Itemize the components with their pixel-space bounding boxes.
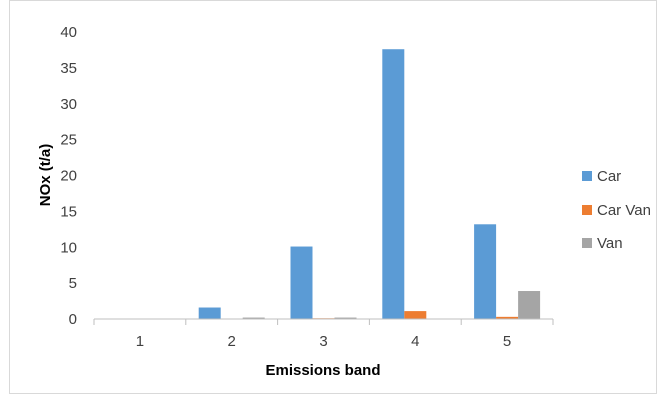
legend-label: Car Van (597, 202, 651, 219)
x-tick-label: 5 (503, 333, 511, 350)
legend-swatch (582, 238, 592, 248)
bar-car-van (404, 311, 427, 319)
y-tick-label: 10 (60, 239, 77, 256)
bar-van (334, 317, 357, 319)
x-tick-label: 3 (319, 333, 327, 350)
legend-swatch (582, 171, 592, 181)
y-tick-label: 35 (60, 60, 77, 77)
y-tick-label: 15 (60, 203, 77, 220)
chart-frame (9, 0, 657, 394)
legend-swatch (582, 205, 592, 215)
bar-car (290, 246, 313, 319)
bar-car-van (496, 316, 519, 319)
x-tick-label: 4 (411, 333, 419, 350)
y-tick-label: 40 (60, 24, 77, 41)
bar-van (242, 317, 265, 319)
y-tick-label: 25 (60, 132, 77, 149)
bar-car (474, 224, 497, 319)
x-axis-title: Emissions band (265, 362, 380, 379)
bar-van (518, 291, 541, 319)
x-tick-label: 2 (228, 333, 236, 350)
y-tick-label: 30 (60, 96, 77, 113)
x-tick-label: 1 (136, 333, 144, 350)
bar-car (198, 307, 221, 319)
bar-car (382, 49, 405, 319)
legend-label: Van (597, 235, 623, 252)
y-tick-label: 5 (69, 275, 77, 292)
bars (198, 49, 541, 320)
legend-label: Car (597, 168, 621, 185)
legend: Car Car Van Van (582, 168, 651, 252)
y-tick-label: 0 (69, 311, 77, 328)
y-axis-title: NOx (t/a) (37, 144, 54, 207)
y-tick-label: 20 (60, 168, 77, 185)
y-axis-ticks: 0 5 10 15 20 25 30 35 40 (60, 24, 77, 328)
x-axis-ticks: 1 2 3 4 5 (93, 319, 554, 350)
